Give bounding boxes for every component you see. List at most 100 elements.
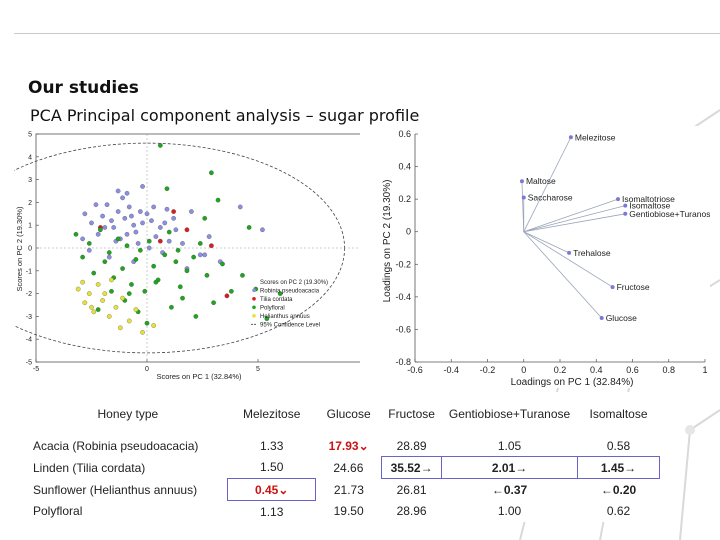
table-cell-value: 0.62 — [606, 504, 631, 519]
score-point — [106, 254, 112, 260]
scores-ytick-label: -3 — [26, 314, 32, 321]
table-header-cell: Gentiobiose+Turanose — [448, 406, 571, 421]
legend-label: Tilia cordata — [260, 297, 293, 303]
loading-label: Isomaltose — [629, 201, 670, 211]
scores-ytick-label: 1 — [28, 223, 32, 230]
score-point — [191, 254, 196, 260]
score-point — [140, 184, 145, 189]
table-cell-value: 35.52→ — [390, 460, 433, 475]
legend-marker — [252, 314, 256, 318]
score-point — [106, 314, 112, 319]
score-point — [93, 202, 99, 208]
scores-xlabel: Scores on PC 1 (32.84%) — [156, 372, 242, 381]
slide-title: Our studies — [28, 78, 139, 98]
table-header-row: Honey type Melezitose Glucose Fructose Genti… — [28, 392, 660, 435]
score-point — [75, 286, 81, 292]
score-point — [184, 227, 190, 233]
loading-point — [521, 195, 526, 200]
loadings-xtick-label: 0.4 — [590, 365, 603, 375]
scores-ytick-label: -5 — [26, 360, 32, 367]
loading-label: Fructose — [617, 282, 650, 292]
score-point — [173, 227, 179, 233]
loading-point — [599, 316, 604, 321]
score-point — [140, 330, 145, 335]
score-point — [138, 209, 143, 214]
score-point — [173, 259, 179, 265]
table-cell-value: 1.50 — [260, 460, 284, 475]
score-point — [180, 295, 185, 301]
loading-point — [519, 179, 524, 184]
loadings-ytick-label: 0.2 — [398, 194, 411, 204]
loadings-xlabel: Loadings on PC 1 (32.84%) — [511, 377, 634, 388]
loading-label: Glucose — [606, 313, 637, 323]
table-cell: ←0.37 — [442, 479, 578, 501]
table-cell: 2.01→ — [441, 456, 579, 479]
score-point — [109, 288, 114, 294]
table-cell: 28.96 — [382, 501, 442, 523]
score-point — [204, 273, 210, 278]
score-point — [115, 188, 121, 194]
scores-ytick-label: 0 — [28, 246, 32, 253]
score-point — [197, 252, 203, 258]
table-cell-value: 2.01→ — [491, 460, 528, 475]
loadings-ylabel: Loadings on PC 2 (19.30%) — [382, 180, 393, 303]
table-cell: 1.33 — [228, 435, 316, 457]
legend-label: Scores on PC 2 (19.30%) — [260, 280, 328, 286]
honey-type-cell: Linden (Tilia cordata) — [33, 460, 146, 475]
score-point — [169, 304, 174, 310]
table-cell-value: 0.58 — [606, 438, 631, 453]
score-point — [209, 170, 214, 176]
score-point — [153, 234, 159, 239]
loading-label: Isomaltotriose — [622, 194, 675, 204]
score-point — [189, 209, 194, 214]
score-point — [95, 282, 101, 287]
loading-point — [616, 197, 620, 202]
loading-label: Maltose — [526, 176, 556, 186]
loading-label: Trehalose — [573, 248, 611, 258]
scores-points — [73, 138, 374, 335]
legend-label: Robinia pseudoacacia — [260, 289, 320, 295]
honey-type-cell: Sunflower (Helianthus annuus) — [33, 482, 198, 497]
table-cell: 24.66 — [316, 457, 382, 479]
score-point — [215, 197, 221, 203]
score-point — [109, 218, 114, 223]
table-cell: 1.05 — [442, 435, 578, 457]
score-point — [166, 229, 172, 235]
table-cell: 0.62 — [578, 501, 660, 523]
score-point — [197, 241, 203, 246]
scores-xtick-label: -5 — [33, 366, 39, 373]
legend-marker — [252, 305, 256, 310]
table-header-cell: Glucose — [326, 406, 371, 421]
honey-type-cell: Acacia (Robinia pseudoacacia) — [33, 438, 199, 453]
table-cell-value: 24.66 — [333, 460, 364, 475]
score-point — [162, 220, 168, 226]
loadings-ytick-label: -0.6 — [395, 324, 411, 334]
score-point — [120, 195, 125, 201]
score-point — [171, 209, 176, 214]
score-point — [211, 300, 216, 306]
score-point — [124, 243, 130, 249]
legend-marker — [252, 297, 256, 301]
table-cell-value: 26.81 — [396, 482, 427, 497]
loading-vector — [523, 231, 613, 288]
scores-ytick-label: -4 — [26, 337, 32, 344]
score-point — [80, 236, 85, 242]
score-point — [177, 284, 183, 290]
loadings-ytick-label: -0.4 — [395, 292, 411, 302]
scores-ylabel: Scores on PC 2 (19.30%) — [15, 206, 24, 292]
score-point — [240, 273, 245, 278]
score-point — [102, 225, 108, 230]
score-point — [138, 247, 143, 253]
loadings-xtick-label: -0.2 — [480, 365, 496, 375]
score-point — [95, 231, 101, 237]
score-point — [82, 300, 88, 306]
slide-subtitle: PCA Principal component analysis – sugar… — [30, 106, 420, 125]
score-point — [151, 323, 156, 328]
loadings-ytick-label: 0.4 — [398, 162, 411, 172]
table-cell-value: 21.73 — [333, 482, 364, 497]
score-point — [164, 206, 170, 212]
loadings-points: Melezitose Maltose Saccharose Isomaltotrios… — [519, 132, 710, 323]
score-point — [133, 307, 139, 312]
score-point — [202, 216, 208, 221]
